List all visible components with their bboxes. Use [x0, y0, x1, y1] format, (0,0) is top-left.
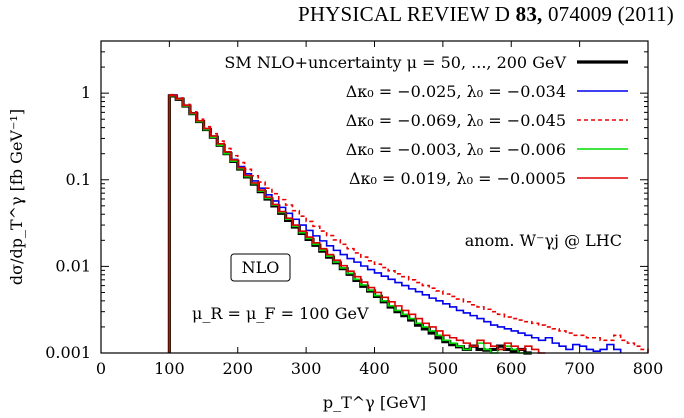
x-tick-label: 500	[428, 359, 459, 378]
y-tick-label: 0.001	[45, 343, 91, 362]
x-tick-label: 600	[496, 359, 527, 378]
x-tick-label: 800	[633, 359, 664, 378]
x-tick-label: 200	[222, 359, 253, 378]
legend-label: Δκ₀ = −0.025, λ₀ = −0.034	[346, 82, 566, 101]
journal-article: 074009 (2011)	[547, 2, 674, 26]
legend-label: SM NLO+uncertainty μ = 50, ..., 200 GeV	[224, 53, 566, 72]
x-tick-label: 300	[291, 359, 322, 378]
plot-frame	[100, 40, 649, 354]
journal-name: PHYSICAL REVIEW D	[297, 2, 511, 26]
legend-label: Δκ₀ = −0.069, λ₀ = −0.045	[346, 111, 566, 130]
journal-volume: 83,	[515, 2, 543, 26]
y-axis-label: dσ/dp_T^γ [fb GeV⁻¹]	[7, 109, 26, 285]
nlo-box	[230, 253, 291, 282]
legend: SM NLO+uncertainty μ = 50, ..., 200 GeV Δ…	[224, 53, 628, 188]
x-axis-label: p_T^γ [GeV]	[323, 393, 426, 412]
nlo-label: NLO	[242, 258, 280, 277]
x-tick-label: 0	[96, 359, 106, 378]
series-line-4	[168, 94, 546, 354]
y-tick-label: 1	[81, 83, 91, 102]
plot-border	[100, 40, 649, 354]
legend-label: Δκ₀ = −0.003, λ₀ = −0.006	[346, 140, 566, 159]
legend-label: Δκ₀ = 0.019, λ₀ = −0.0005	[349, 169, 566, 188]
x-tick-label: 700	[564, 359, 595, 378]
x-tick-label: 100	[154, 359, 185, 378]
scale-annotation: μ_R = μ_F = 100 GeV	[192, 304, 369, 323]
y-tick-label: 0.1	[66, 170, 91, 189]
x-tick-label: 400	[359, 359, 390, 378]
journal-header: PHYSICAL REVIEW D 83, 074009 (2011)	[298, 2, 674, 27]
y-tick-label: 0.01	[55, 256, 91, 275]
process-annotation: anom. W⁻γj @ LHC	[465, 231, 622, 250]
axes: 0 100 200 300 400 500 600 700 800 0.001 0.01 0.1 1 p_…	[7, 41, 663, 412]
annotations: anom. W⁻γj @ LHC NLO μ_R = μ_F = 100 GeV	[192, 231, 622, 323]
series-group	[167, 93, 649, 355]
